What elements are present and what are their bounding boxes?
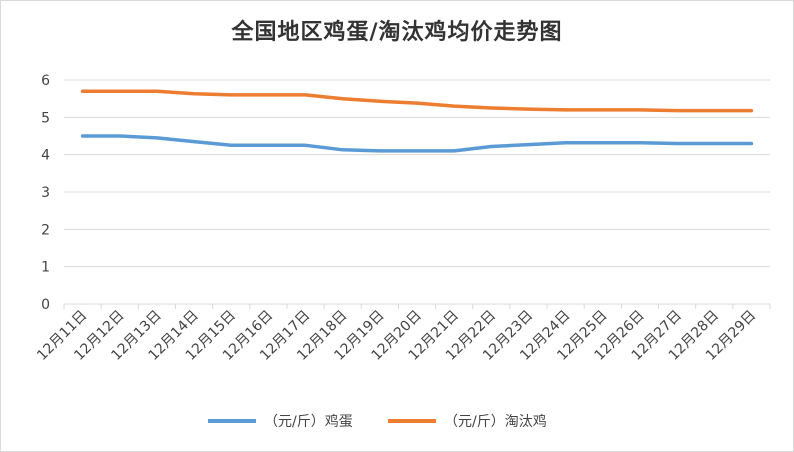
y-axis-ticks: 0 1 2 3 4 5 6 <box>41 73 50 313</box>
y-tick-label: 1 <box>41 260 50 276</box>
y-tick-label: 5 <box>41 110 50 126</box>
x-axis-ticks: 12月11日12月12日12月13日12月14日12月15日12月16日12月1… <box>34 304 771 364</box>
legend: （元/斤）鸡蛋 （元/斤）淘汰鸡 <box>208 413 547 430</box>
chart-title: 全国地区鸡蛋/淘汰鸡均价走势图 <box>231 20 563 45</box>
series-lines <box>80 89 754 153</box>
y-tick-label: 0 <box>41 297 50 313</box>
y-tick-label: 2 <box>41 222 50 238</box>
legend-label: （元/斤）鸡蛋 <box>264 413 353 430</box>
legend-label: （元/斤）淘汰鸡 <box>444 413 547 430</box>
y-tick-label: 4 <box>41 148 50 164</box>
gridlines <box>64 79 770 305</box>
y-tick-label: 6 <box>41 73 50 89</box>
y-tick-label: 3 <box>41 185 50 201</box>
series-line <box>80 89 754 113</box>
series-line <box>80 134 754 153</box>
